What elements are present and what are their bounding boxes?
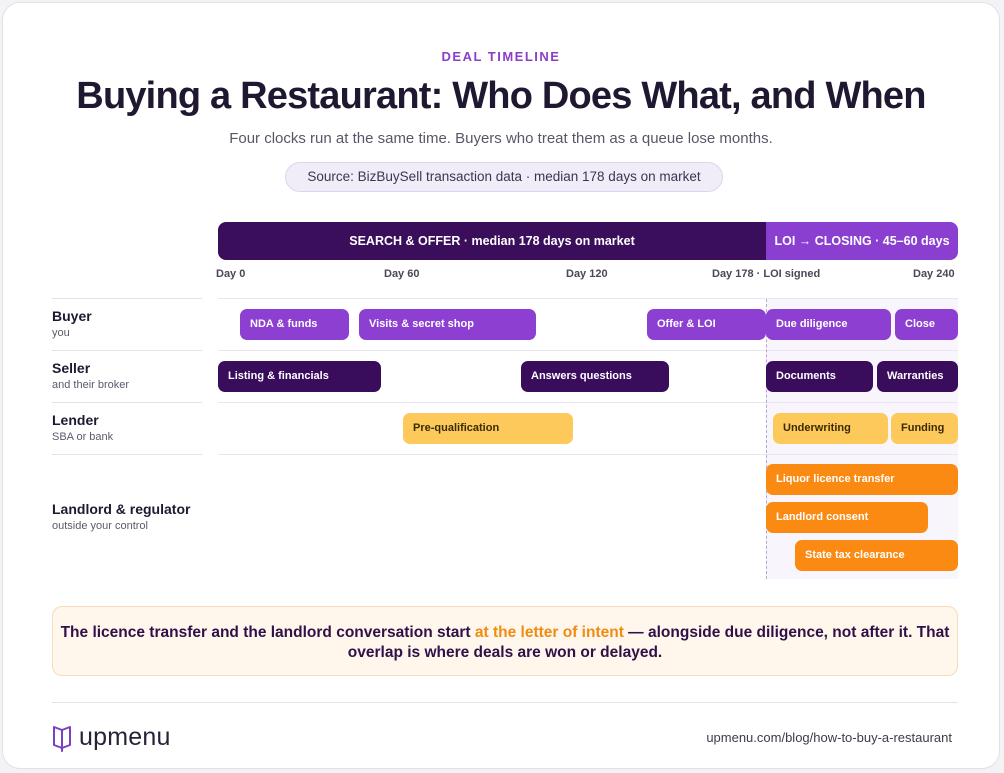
task-liquor-licence-transfer: Liquor licence transfer (766, 464, 958, 495)
task-underwriting: Underwriting (773, 413, 888, 444)
upmenu-logo: upmenu (52, 723, 171, 752)
callout-text: The licence transfer and the landlord co… (60, 624, 475, 641)
lane-subtitle: you (52, 327, 70, 339)
lane-divider (218, 402, 958, 403)
task-state-tax-clearance: State tax clearance (795, 540, 958, 571)
lane-divider (52, 298, 202, 299)
source-url[interactable]: upmenu.com/blog/how-to-buy-a-restaurant (706, 730, 952, 745)
task-pre-qualification: Pre-qualification (403, 413, 573, 444)
phase-loi-closing: LOI → CLOSING · 45–60 days (766, 222, 958, 260)
task-due-diligence: Due diligence (766, 309, 891, 340)
callout-text-end: — alongside due diligence, not after it.… (347, 624, 950, 661)
lane-divider (218, 298, 958, 299)
callout-highlight: at the letter of intent (474, 624, 624, 641)
lane-name: Landlord & regulator (52, 501, 191, 517)
lane-landlord-regulator: Landlord & regulator outside your contro… (52, 501, 190, 532)
task-warranties: Warranties (877, 361, 958, 392)
loi-signed-marker (766, 299, 767, 579)
task-nda-funds: NDA & funds (240, 309, 349, 340)
task-close: Close (895, 309, 958, 340)
task-answers-questions: Answers questions (521, 361, 669, 392)
lane-divider (218, 350, 958, 351)
footer-divider (52, 702, 958, 703)
brand-name: upmenu (79, 723, 171, 751)
task-documents: Documents (766, 361, 873, 392)
tick-day-178: Day 178 · LOI signed (712, 268, 821, 280)
lane-divider (52, 350, 202, 351)
lane-divider (52, 454, 202, 455)
lane-name: Seller (52, 360, 91, 376)
page-subtitle: Four clocks run at the same time. Buyers… (229, 130, 773, 147)
page-title: Buying a Restaurant: Who Does What, and … (76, 75, 926, 117)
task-landlord-consent: Landlord consent (766, 502, 928, 533)
lane-seller: Seller and their broker (52, 360, 129, 391)
eyebrow-label: DEAL TIMELINE (441, 49, 561, 64)
task-offer-loi: Offer & LOI (647, 309, 766, 340)
tick-day-120: Day 120 (566, 268, 608, 280)
lane-divider (218, 454, 958, 455)
lane-subtitle: SBA or bank (52, 431, 114, 443)
phase-search-offer: SEARCH & OFFER · median 178 days on mark… (218, 222, 766, 260)
tick-day-60: Day 60 (384, 268, 420, 280)
source-badge: Source: BizBuySell transaction data · me… (285, 162, 723, 192)
menu-book-icon (53, 725, 71, 752)
lane-name: Buyer (52, 308, 92, 324)
lane-lender: Lender SBA or bank (52, 412, 113, 443)
task-listing-financials: Listing & financials (218, 361, 381, 392)
tick-day-0: Day 0 (216, 268, 246, 280)
task-funding: Funding (891, 413, 958, 444)
lane-subtitle: outside your control (52, 520, 148, 532)
lane-subtitle: and their broker (52, 379, 130, 391)
key-insight-callout: The licence transfer and the landlord co… (52, 606, 958, 676)
tick-day-240: Day 240 (913, 268, 955, 280)
lane-divider (52, 402, 202, 403)
lane-buyer: Buyer you (52, 308, 92, 339)
task-visits-secret-shop: Visits & secret shop (359, 309, 536, 340)
lane-name: Lender (52, 412, 99, 428)
